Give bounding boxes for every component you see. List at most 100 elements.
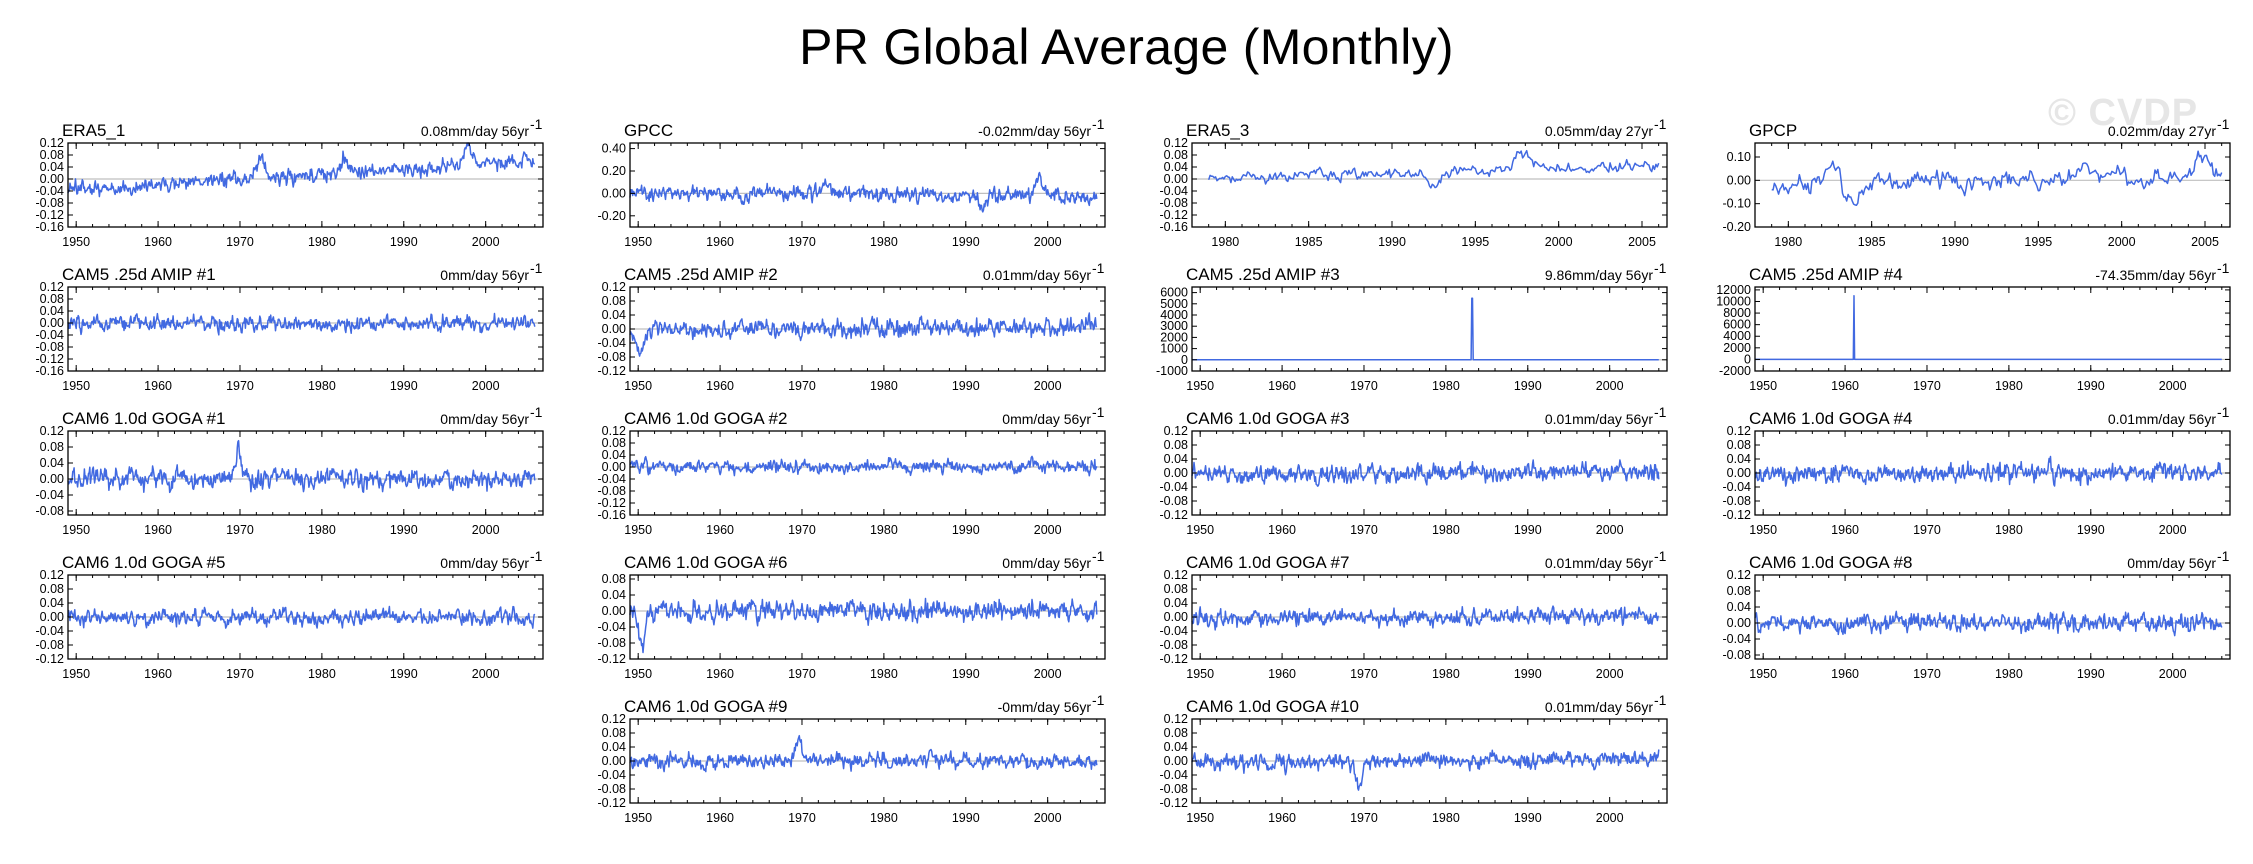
series-line (1754, 455, 2223, 487)
y-tick-label: 0.00 (602, 604, 626, 618)
x-tick-label: 1950 (62, 235, 90, 249)
panel-trend: 0mm/day 56yr (440, 555, 529, 571)
y-tick-label: -0.04 (1723, 480, 1752, 494)
trend-exponent: -1 (1654, 548, 1667, 564)
series-line (629, 597, 1098, 654)
x-tick-label: 1990 (952, 379, 980, 393)
series-line (1754, 294, 2222, 361)
x-tick-label: 1960 (1268, 811, 1296, 825)
series-line (1191, 749, 1660, 791)
panel-3: 0.120.080.040.00-0.04-0.08-0.12-0.16 1980… (1160, 116, 1668, 249)
series-line (629, 171, 1098, 213)
y-tick-label: 0.04 (1727, 600, 1751, 614)
y-tick-label: 12000 (1716, 283, 1751, 297)
trend-exponent: -1 (1092, 548, 1105, 564)
panel-title: CAM6 1.0d GOGA #2 (624, 409, 787, 428)
y-tick-label: 0.04 (1164, 160, 1188, 174)
panel-trend: 0.08mm/day 56yr (421, 123, 529, 139)
y-tick-label: -2000 (1719, 364, 1751, 378)
y-tick-label: -0.08 (1723, 648, 1752, 662)
series-line (629, 455, 1098, 477)
panel-title: CAM6 1.0d GOGA #7 (1186, 553, 1349, 572)
x-tick-label: 1980 (308, 523, 336, 537)
panel-trend: 0.01mm/day 56yr (1545, 411, 1653, 427)
panel-title: CAM6 1.0d GOGA #3 (1186, 409, 1349, 428)
x-tick-label: 1970 (1350, 811, 1378, 825)
y-tick-label: -0.08 (1160, 638, 1189, 652)
x-tick-label: 1980 (1432, 379, 1460, 393)
y-tick-label: 0.00 (602, 460, 626, 474)
y-tick-label: -0.08 (1160, 196, 1189, 210)
trend-exponent: -1 (1092, 260, 1105, 276)
plot-frame (1191, 286, 1668, 372)
plot-frame (1754, 286, 2231, 372)
y-tick-label: -0.08 (1160, 782, 1189, 796)
x-tick-label: 1980 (308, 379, 336, 393)
y-tick-label: -0.12 (36, 208, 65, 222)
y-tick-label: 0.04 (40, 160, 64, 174)
x-tick-label: 1960 (1831, 667, 1859, 681)
y-tick-label: 0.12 (1164, 136, 1188, 150)
series-line (1191, 297, 1659, 361)
y-tick-label: -0.04 (36, 624, 65, 638)
x-tick-label: 1970 (1350, 379, 1378, 393)
panel-16: 0.12 0.08 0.04 0.00 -0.04 -0.08 1950 1960 1970 19… (1723, 548, 2231, 681)
x-tick-label: 2000 (1596, 379, 1624, 393)
x-tick-label: 1980 (308, 667, 336, 681)
y-tick-label: 0.08 (1164, 148, 1188, 162)
panel-trend: -74.35mm/day 56yr (2095, 267, 2216, 283)
y-tick-label: 0.08 (1164, 438, 1188, 452)
panel-title: CAM6 1.0d GOGA #10 (1186, 697, 1359, 716)
x-tick-label: 1990 (1514, 379, 1542, 393)
x-tick-label: 1980 (1995, 523, 2023, 537)
y-tick-label: -0.08 (1723, 494, 1752, 508)
x-tick-label: 1970 (788, 667, 816, 681)
series-line (1207, 149, 1660, 189)
panel-title: GPCP (1749, 121, 1797, 140)
y-tick-label: -0.12 (36, 652, 65, 666)
x-tick-label: 2000 (472, 379, 500, 393)
y-tick-label: 0 (1744, 352, 1751, 366)
panel-title: CAM6 1.0d GOGA #1 (62, 409, 225, 428)
panel-title: GPCC (624, 121, 673, 140)
y-tick-label: 0.08 (40, 440, 64, 454)
y-tick-label: 3000 (1160, 319, 1188, 333)
x-tick-label: 1970 (1913, 523, 1941, 537)
panel-trend: 0mm/day 56yr (440, 267, 529, 283)
y-tick-label: 0.12 (602, 424, 626, 438)
x-tick-label: 2000 (1545, 235, 1573, 249)
x-tick-label: 2000 (472, 667, 500, 681)
y-tick-label: -0.04 (598, 472, 627, 486)
panel-trend: 0.01mm/day 56yr (2108, 411, 2216, 427)
x-tick-label: 1990 (1378, 235, 1406, 249)
y-tick-label: 0.08 (602, 572, 626, 586)
x-tick-label: 1960 (1831, 379, 1859, 393)
y-tick-label: 0.00 (40, 472, 64, 486)
x-tick-label: 1980 (308, 235, 336, 249)
plot-frame (629, 430, 1106, 516)
series-line (67, 142, 535, 198)
panel-title: CAM6 1.0d GOGA #4 (1749, 409, 1912, 428)
x-tick-label: 1960 (144, 523, 172, 537)
x-tick-label: 1950 (624, 811, 652, 825)
panel-trend: 0mm/day 56yr (1002, 555, 1091, 571)
x-tick-label: 1950 (624, 523, 652, 537)
x-tick-label: 1970 (226, 667, 254, 681)
y-tick-label: 0.00 (1727, 173, 1751, 187)
x-tick-label: 1950 (1186, 667, 1214, 681)
trend-exponent: -1 (1654, 404, 1667, 420)
series-line (1771, 150, 2223, 207)
y-tick-label: -0.12 (36, 352, 65, 366)
y-tick-label: 0.04 (1164, 452, 1188, 466)
y-tick-label: 0.04 (1164, 596, 1188, 610)
series-line (67, 439, 536, 494)
series-line (1191, 605, 1659, 631)
y-tick-label: -0.08 (36, 196, 65, 210)
x-tick-label: 1970 (226, 523, 254, 537)
panel-title: CAM6 1.0d GOGA #5 (62, 553, 225, 572)
y-tick-label: -0.04 (1160, 480, 1189, 494)
